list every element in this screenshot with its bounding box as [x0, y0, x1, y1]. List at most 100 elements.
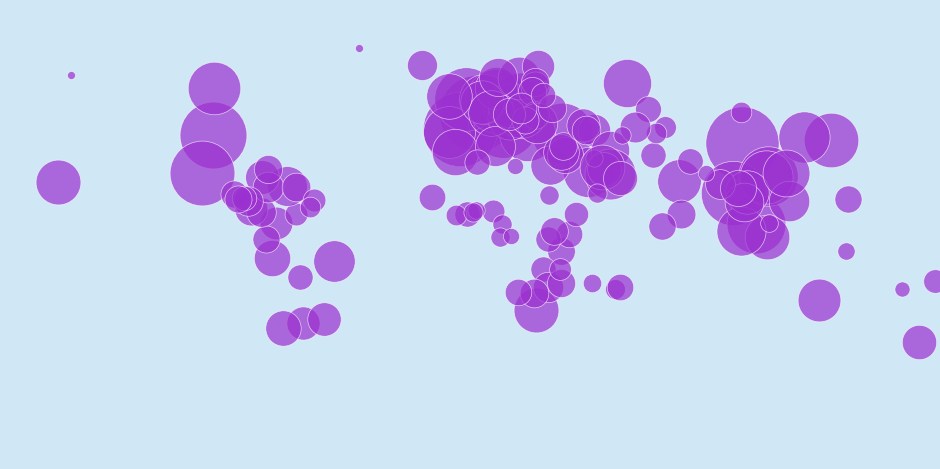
- Point: [587, 126, 602, 134]
- Point: [736, 198, 751, 205]
- Point: [796, 133, 811, 140]
- Point: [227, 190, 242, 198]
- Point: [760, 173, 776, 180]
- Point: [554, 149, 569, 156]
- Point: [460, 210, 475, 218]
- Point: [627, 123, 642, 130]
- Point: [500, 107, 515, 114]
- Point: [513, 108, 528, 115]
- Point: [671, 177, 686, 185]
- Point: [477, 95, 492, 103]
- Point: [823, 136, 838, 144]
- Point: [607, 286, 622, 293]
- Point: [585, 280, 600, 287]
- Point: [289, 183, 304, 191]
- Point: [603, 170, 618, 177]
- Point: [487, 143, 502, 150]
- Point: [698, 169, 713, 176]
- Point: [303, 203, 318, 211]
- Point: [484, 109, 499, 116]
- Point: [441, 128, 456, 136]
- Point: [838, 247, 854, 255]
- Point: [448, 211, 463, 219]
- Point: [589, 189, 604, 197]
- Point: [195, 169, 210, 177]
- Point: [657, 123, 672, 131]
- Point: [511, 74, 526, 82]
- Point: [645, 151, 660, 159]
- Point: [51, 178, 66, 185]
- Point: [580, 168, 595, 176]
- Point: [495, 119, 510, 127]
- Point: [465, 208, 480, 216]
- Point: [654, 222, 669, 230]
- Point: [812, 297, 827, 304]
- Point: [494, 220, 509, 228]
- Point: [557, 151, 572, 159]
- Point: [734, 140, 749, 147]
- Point: [295, 319, 310, 327]
- Point: [540, 283, 556, 290]
- Point: [468, 206, 483, 214]
- Point: [596, 165, 611, 172]
- Point: [595, 163, 610, 171]
- Point: [63, 71, 78, 79]
- Point: [649, 129, 664, 137]
- Point: [493, 233, 508, 240]
- Point: [510, 288, 525, 295]
- Point: [289, 210, 304, 218]
- Point: [895, 285, 910, 293]
- Point: [682, 157, 697, 164]
- Point: [501, 110, 516, 118]
- Point: [541, 192, 556, 199]
- Point: [713, 181, 728, 188]
- Point: [503, 101, 518, 108]
- Point: [504, 233, 519, 240]
- Point: [640, 106, 655, 113]
- Point: [415, 61, 430, 69]
- Point: [739, 188, 754, 195]
- Point: [733, 108, 748, 116]
- Point: [425, 193, 440, 200]
- Point: [554, 280, 569, 287]
- Point: [469, 110, 484, 117]
- Point: [254, 209, 269, 216]
- Point: [762, 219, 777, 227]
- Point: [275, 324, 290, 331]
- Point: [520, 129, 535, 136]
- Point: [912, 338, 927, 346]
- Point: [469, 158, 484, 165]
- Point: [528, 306, 543, 314]
- Point: [264, 255, 279, 262]
- Point: [240, 197, 255, 204]
- Point: [759, 173, 774, 181]
- Point: [576, 121, 591, 129]
- Point: [568, 210, 583, 218]
- Point: [927, 277, 940, 284]
- Point: [613, 284, 628, 291]
- Point: [760, 233, 775, 240]
- Point: [207, 84, 222, 92]
- Point: [502, 113, 517, 121]
- Point: [517, 116, 532, 124]
- Point: [579, 126, 594, 134]
- Point: [556, 143, 571, 150]
- Point: [587, 154, 602, 162]
- Point: [269, 219, 284, 226]
- Point: [352, 44, 367, 52]
- Point: [619, 80, 634, 87]
- Point: [673, 211, 688, 218]
- Point: [514, 104, 529, 111]
- Point: [840, 196, 855, 203]
- Point: [441, 92, 456, 100]
- Point: [527, 82, 542, 90]
- Point: [205, 132, 220, 139]
- Point: [781, 197, 796, 205]
- Point: [489, 84, 504, 91]
- Point: [613, 175, 628, 182]
- Point: [749, 220, 764, 227]
- Point: [453, 126, 468, 133]
- Point: [258, 235, 274, 243]
- Point: [547, 227, 562, 234]
- Point: [540, 236, 556, 243]
